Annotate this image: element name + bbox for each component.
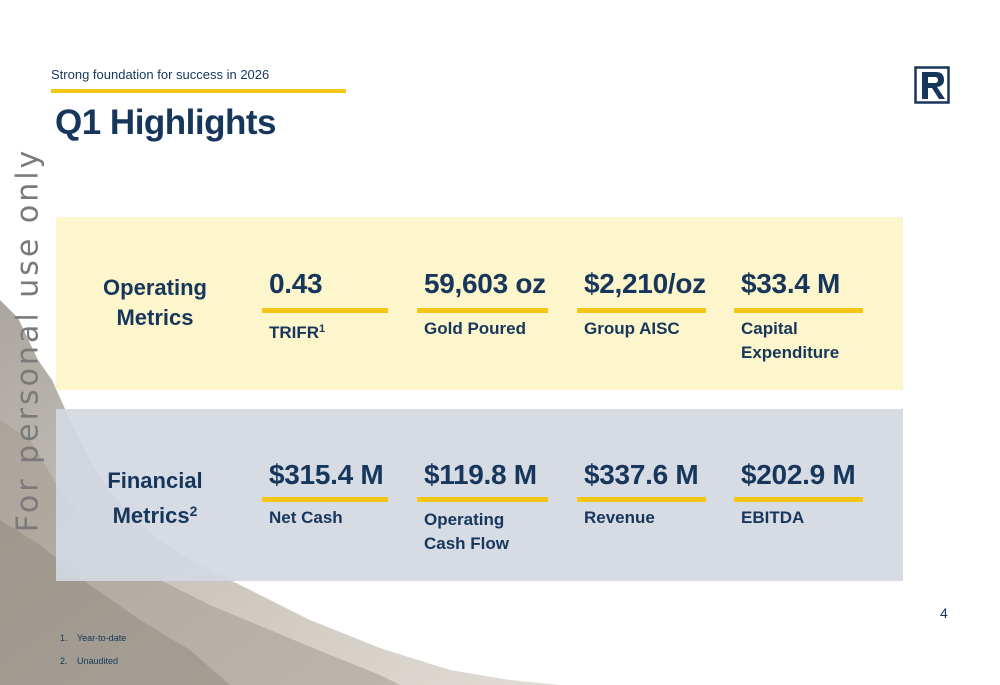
metric-capital-expenditure: $33.4 M Capital Expenditure — [734, 268, 876, 362]
metric-label: Capital Expenditure — [741, 319, 840, 362]
metric-label: Gold Poured — [424, 319, 526, 338]
footnote-item: 1. Year-to-date — [60, 633, 127, 643]
metric-value: $202.9 M — [741, 459, 856, 490]
metric-underline — [417, 497, 548, 502]
metric-underline — [262, 308, 388, 313]
company-logo-icon — [914, 66, 950, 104]
metric-label: Group AISC — [584, 319, 680, 338]
slide-title: Q1 Highlights — [55, 103, 277, 142]
footnote-item: 2. Unaudited — [60, 656, 119, 666]
metric-group-aisc: $2,210/oz Group AISC — [577, 268, 719, 338]
metric-operating-cash-flow: $119.8 M Operating Cash Flow — [417, 459, 559, 553]
financial-metrics-panel — [56, 409, 903, 581]
metric-value: $33.4 M — [741, 268, 841, 299]
metric-label: Revenue — [584, 508, 655, 527]
metric-underline — [262, 497, 388, 502]
metric-underline — [577, 308, 706, 313]
metric-label: EBITDA — [741, 508, 805, 527]
metric-label: TRIFR1 — [269, 323, 326, 342]
watermark-text: For personal use only — [10, 147, 46, 533]
metric-value: 59,603 oz — [424, 268, 546, 299]
metric-label: Operating Cash Flow — [424, 510, 510, 553]
metric-underline — [577, 497, 706, 502]
slide-subtitle: Strong foundation for success in 2026 — [51, 67, 270, 82]
metric-value: $119.8 M — [424, 459, 537, 490]
metric-value: 0.43 — [269, 268, 323, 299]
metric-gold-poured: 59,603 oz Gold Poured — [417, 268, 559, 338]
operating-metrics-heading: Operating Metrics — [103, 275, 207, 330]
metric-net-cash: $315.4 M Net Cash — [262, 459, 404, 527]
metric-underline — [734, 308, 863, 313]
metric-value: $337.6 M — [584, 459, 699, 490]
metric-revenue: $337.6 M Revenue — [577, 459, 719, 527]
subtitle-underline — [51, 89, 346, 93]
metric-label: Net Cash — [269, 508, 343, 527]
metric-value: $2,210/oz — [584, 268, 706, 299]
footnotes: 1. Year-to-date 2. Unaudited — [60, 633, 126, 679]
metric-ebitda: $202.9 M EBITDA — [734, 459, 876, 527]
metric-underline — [734, 497, 863, 502]
operating-metrics-panel — [56, 217, 903, 390]
metric-value: $315.4 M — [269, 459, 384, 490]
financial-metrics-heading: Financial Metrics2 — [107, 468, 203, 528]
page-number: 4 — [940, 605, 948, 621]
metric-trifr: 0.43 TRIFR1 — [262, 268, 404, 342]
metric-underline — [417, 308, 548, 313]
